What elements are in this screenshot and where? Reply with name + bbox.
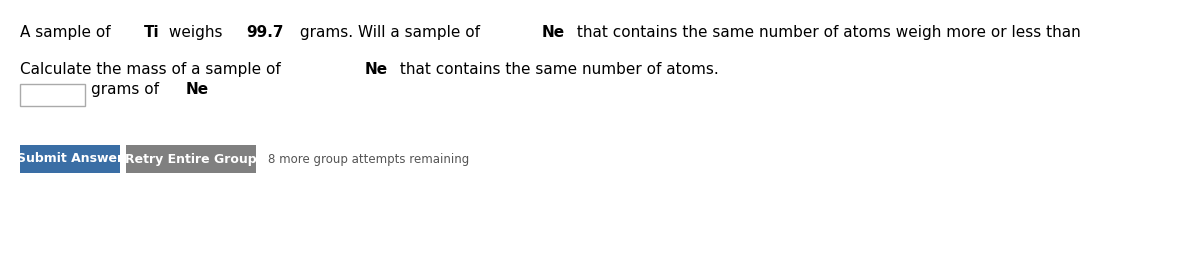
Text: that contains the same number of atoms weigh more or less than: that contains the same number of atoms w… xyxy=(572,25,1086,40)
Text: 99.7: 99.7 xyxy=(247,25,284,40)
Text: grams. Will a sample of: grams. Will a sample of xyxy=(295,25,485,40)
FancyBboxPatch shape xyxy=(126,145,256,173)
Text: Ne: Ne xyxy=(186,82,209,97)
Text: grams of: grams of xyxy=(91,82,164,97)
FancyBboxPatch shape xyxy=(20,145,120,173)
FancyBboxPatch shape xyxy=(20,84,85,106)
Text: Calculate the mass of a sample of: Calculate the mass of a sample of xyxy=(20,62,286,77)
Text: Ti: Ti xyxy=(144,25,160,40)
Text: weighs: weighs xyxy=(164,25,228,40)
Text: Ne: Ne xyxy=(365,62,388,77)
Text: Submit Answer: Submit Answer xyxy=(17,153,124,165)
Text: Ne: Ne xyxy=(542,25,565,40)
Text: 8 more group attempts remaining: 8 more group attempts remaining xyxy=(268,153,469,165)
Text: Retry Entire Group: Retry Entire Group xyxy=(125,153,257,165)
Text: A sample of: A sample of xyxy=(20,25,115,40)
Text: that contains the same number of atoms.: that contains the same number of atoms. xyxy=(395,62,719,77)
